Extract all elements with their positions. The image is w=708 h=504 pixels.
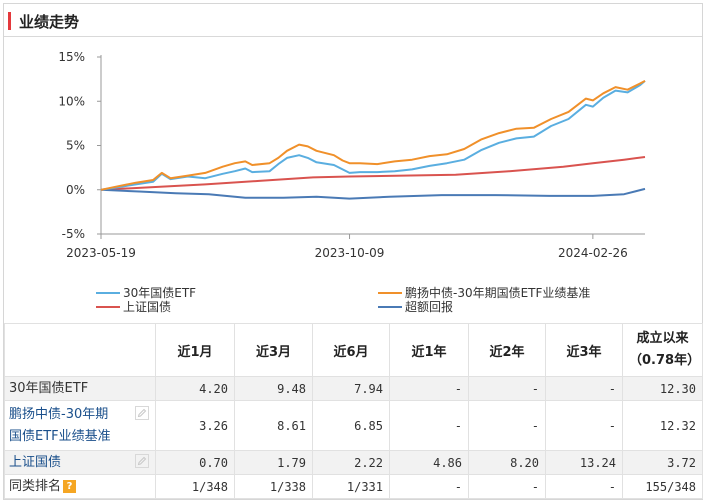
y-tick-label: 0% bbox=[66, 183, 85, 197]
legend-item-benchmark[interactable]: 鹏扬中债-30年期国债ETF业绩基准 bbox=[378, 284, 590, 301]
table-cell: 155/348 bbox=[622, 474, 703, 499]
table-cell: 1/348 bbox=[155, 474, 235, 499]
table-cell: 7.94 bbox=[312, 376, 390, 401]
series-line bbox=[100, 187, 646, 200]
y-tick-label: 10% bbox=[58, 94, 85, 108]
table-cell: 8.61 bbox=[234, 400, 313, 451]
table-row: 30年国债ETF 4.20 9.48 7.94 - - - 12.30 bbox=[4, 376, 703, 401]
row-name-line1: 鹏扬中债-30年期 bbox=[9, 406, 109, 422]
performance-line-chart: 15% 10% 5% 0% -5% 2023-05-19 2023-10-09 2024-02… bbox=[58, 50, 646, 260]
table-cell: 9.48 bbox=[234, 376, 313, 401]
table-row: 同类排名? 1/348 1/338 1/331 - - - 155/348 bbox=[4, 474, 703, 499]
header-sublabel: （0.78年） bbox=[629, 353, 701, 368]
table-cell: 1.79 bbox=[234, 450, 313, 475]
edit-pencil-icon[interactable] bbox=[135, 405, 149, 420]
legend-label: 上证国债 bbox=[123, 300, 172, 314]
header-label: 成立以来 bbox=[636, 331, 689, 346]
x-tick-label: 2023-05-19 bbox=[66, 246, 136, 260]
table-cell: 1/331 bbox=[312, 474, 390, 499]
header-cell-blank bbox=[4, 323, 156, 377]
table-cell: 3.72 bbox=[622, 450, 703, 475]
legend-item-etf[interactable]: 30年国债ETF bbox=[96, 284, 196, 301]
help-icon[interactable]: ? bbox=[63, 479, 77, 493]
table-cell: 12.32 bbox=[622, 400, 703, 451]
table-cell: - bbox=[468, 376, 546, 401]
table-cell: - bbox=[389, 400, 469, 451]
legend-label: 30年国债ETF bbox=[123, 286, 197, 300]
table-cell: 0.70 bbox=[155, 450, 235, 475]
row-name-link[interactable]: 鹏扬中债-30年期 国债ETF业绩基准 bbox=[4, 400, 156, 451]
row-name: 30年国债ETF bbox=[4, 376, 156, 401]
header-cell: 近1年 bbox=[389, 323, 469, 377]
table-cell: 3.26 bbox=[155, 400, 235, 451]
table-cell: - bbox=[468, 474, 546, 499]
table-cell: - bbox=[389, 376, 469, 401]
table-cell: 1/338 bbox=[234, 474, 313, 499]
header-cell: 近3年 bbox=[545, 323, 623, 377]
series-line bbox=[100, 156, 646, 191]
series-line bbox=[100, 80, 646, 191]
row-name-line2: 国债ETF业绩基准 bbox=[9, 428, 111, 444]
table-cell: - bbox=[545, 376, 623, 401]
header-cell: 近6月 bbox=[312, 323, 390, 377]
table-cell: - bbox=[468, 400, 546, 451]
x-tick-label: 2023-10-09 bbox=[315, 246, 385, 260]
performance-table: 近1月 近3月 近6月 近1年 近2年 近3年 成立以来 （0.78年） 30年… bbox=[4, 323, 703, 499]
legend-label: 超额回报 bbox=[405, 300, 454, 314]
table-cell: 13.24 bbox=[545, 450, 623, 475]
table-row: 上证国债 0.70 1.79 2.22 4.86 8.20 13.24 3.72 bbox=[4, 450, 703, 475]
table-cell: 4.20 bbox=[155, 376, 235, 401]
x-tick-label: 2024-02-26 bbox=[558, 246, 628, 260]
legend-item-sse-treasury[interactable]: 上证国债 bbox=[96, 298, 171, 315]
legend-item-excess-return[interactable]: 超额回报 bbox=[378, 298, 453, 315]
table-cell: 6.85 bbox=[312, 400, 390, 451]
table-cell: 4.86 bbox=[389, 450, 469, 475]
row-name-label: 同类排名 bbox=[9, 478, 62, 494]
y-tick-label: 5% bbox=[66, 139, 85, 153]
header-cell: 近1月 bbox=[155, 323, 235, 377]
legend-swatch bbox=[378, 291, 402, 294]
table-cell: - bbox=[545, 400, 623, 451]
header-accent-bar bbox=[8, 12, 11, 30]
table-cell: 12.30 bbox=[622, 376, 703, 401]
legend-swatch bbox=[96, 305, 120, 308]
edit-pencil-icon[interactable] bbox=[135, 453, 149, 468]
row-name: 上证国债 bbox=[9, 454, 62, 470]
performance-panel bbox=[3, 3, 703, 500]
row-name-link[interactable]: 上证国债 bbox=[4, 450, 156, 475]
table-cell: - bbox=[389, 474, 469, 499]
section-title: 业绩走势 bbox=[19, 13, 80, 31]
header-cell: 近2年 bbox=[468, 323, 546, 377]
table-header-row: 近1月 近3月 近6月 近1年 近2年 近3年 成立以来 （0.78年） bbox=[4, 323, 703, 377]
table-cell: 2.22 bbox=[312, 450, 390, 475]
legend-label: 鹏扬中债-30年期国债ETF业绩基准 bbox=[405, 286, 591, 300]
table-cell: 8.20 bbox=[468, 450, 546, 475]
table-cell: - bbox=[545, 474, 623, 499]
y-tick-label: 15% bbox=[58, 50, 85, 64]
row-name: 同类排名? bbox=[4, 474, 156, 499]
header-cell-since-inception: 成立以来 （0.78年） bbox=[622, 323, 703, 377]
legend-swatch bbox=[96, 291, 120, 294]
y-tick-label: -5% bbox=[62, 227, 85, 241]
series-line bbox=[100, 80, 646, 191]
section-header: 业绩走势 bbox=[4, 4, 702, 37]
table-row: 鹏扬中债-30年期 国债ETF业绩基准 3.26 8.61 6.85 - - -… bbox=[4, 400, 703, 451]
legend-swatch bbox=[378, 305, 402, 308]
header-cell: 近3月 bbox=[234, 323, 313, 377]
